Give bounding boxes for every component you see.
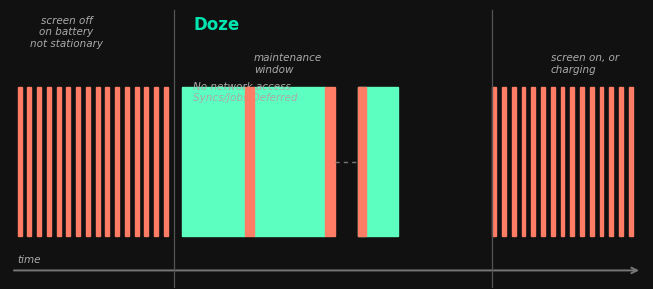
Bar: [115, 87, 119, 236]
Bar: [502, 87, 506, 236]
Bar: [551, 87, 555, 236]
Bar: [27, 87, 31, 236]
Text: screen off
on battery
not stationary: screen off on battery not stationary: [30, 16, 103, 49]
Bar: [580, 87, 584, 236]
Bar: [619, 87, 623, 236]
Bar: [590, 87, 594, 236]
Bar: [86, 87, 90, 236]
Text: No network access
Syncs/Jobs Deferred: No network access Syncs/Jobs Deferred: [193, 81, 298, 103]
Bar: [253, 87, 325, 236]
Text: maintenance
window: maintenance window: [253, 53, 322, 75]
Bar: [532, 87, 535, 236]
Text: time: time: [18, 255, 41, 265]
Bar: [18, 87, 22, 236]
Bar: [135, 87, 138, 236]
Bar: [144, 87, 148, 236]
Bar: [492, 87, 496, 236]
Bar: [164, 87, 168, 236]
Bar: [154, 87, 158, 236]
Bar: [541, 87, 545, 236]
Bar: [358, 87, 398, 236]
Bar: [325, 87, 335, 236]
Bar: [629, 87, 633, 236]
Bar: [246, 87, 253, 236]
Bar: [47, 87, 51, 236]
Bar: [358, 87, 366, 236]
Bar: [599, 87, 603, 236]
Bar: [560, 87, 564, 236]
Bar: [37, 87, 41, 236]
Bar: [522, 87, 526, 236]
Bar: [609, 87, 613, 236]
Bar: [125, 87, 129, 236]
Text: Doze: Doze: [193, 16, 240, 34]
Bar: [57, 87, 61, 236]
Bar: [105, 87, 109, 236]
Bar: [67, 87, 71, 236]
Bar: [570, 87, 574, 236]
Bar: [96, 87, 99, 236]
Bar: [182, 87, 246, 236]
Bar: [76, 87, 80, 236]
Bar: [512, 87, 516, 236]
Text: screen on, or
charging: screen on, or charging: [551, 53, 619, 75]
